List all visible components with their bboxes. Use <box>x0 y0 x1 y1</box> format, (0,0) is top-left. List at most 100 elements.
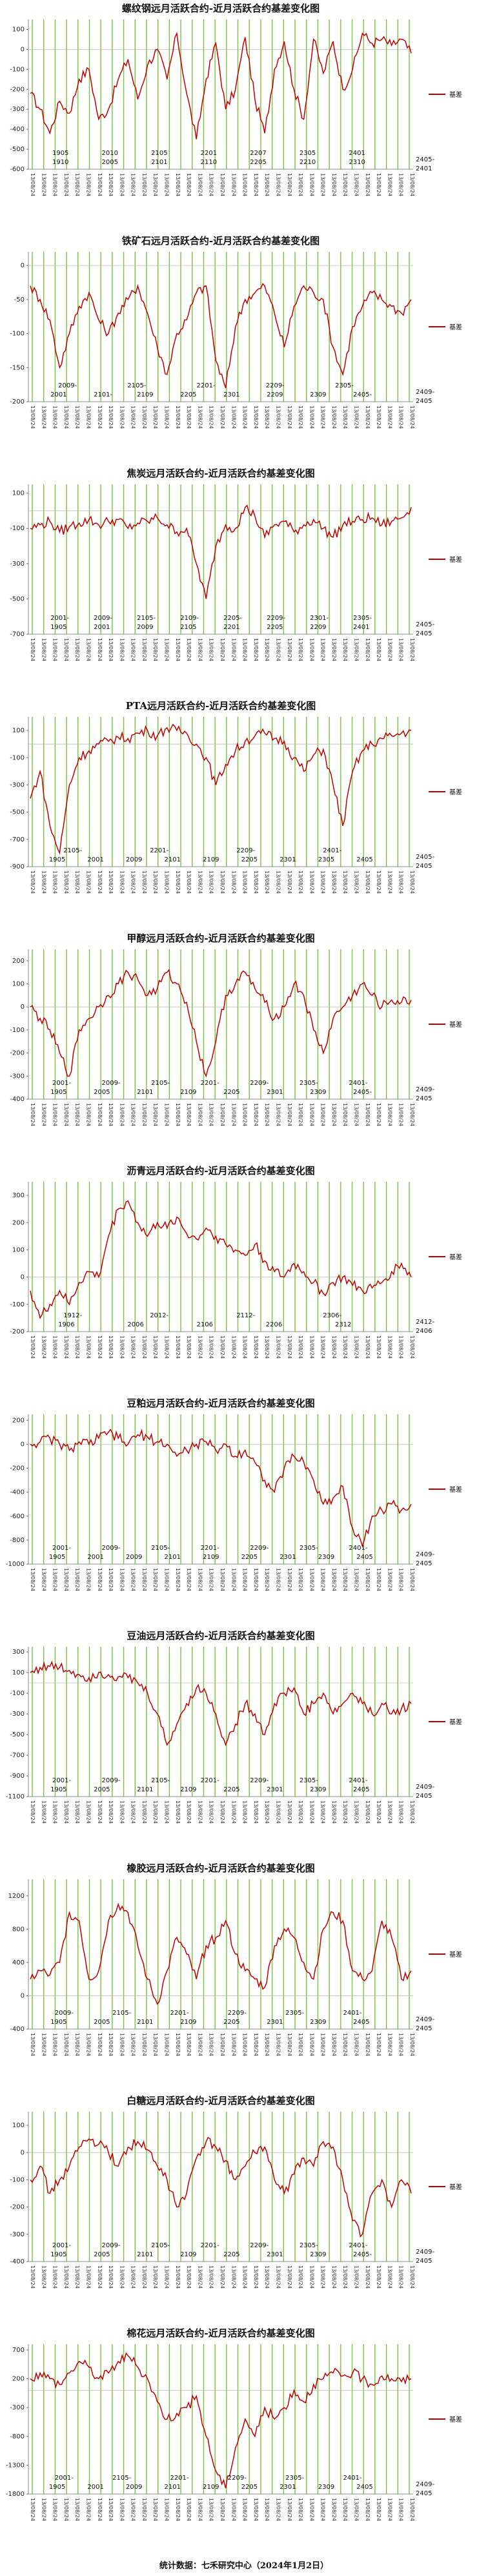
contract-label: 2009- <box>102 1080 121 1087</box>
x-tick-label: 13/08/24 <box>376 1568 381 1591</box>
chart-title: 焦炭远月活跃合约-近月活跃合约基差变化图 <box>126 468 314 479</box>
contract-label: 2401 <box>349 150 365 157</box>
x-tick-label: 13/08/24 <box>354 173 360 196</box>
x-tick-label: 13/08/24 <box>85 2265 91 2289</box>
x-tick-label: 13/08/24 <box>409 2498 415 2521</box>
x-tick-label: 13/08/24 <box>409 406 415 429</box>
x-tick-label: 13/08/24 <box>275 1335 281 1359</box>
legend-label: 基差 <box>449 90 462 99</box>
x-tick-label: 13/08/24 <box>331 871 337 894</box>
contract-label: 1905 <box>50 624 66 631</box>
x-tick-label: 13/08/24 <box>287 1800 292 1824</box>
basis-series-line <box>30 969 412 1078</box>
y-tick-label: -100 <box>10 1301 25 1308</box>
x-tick-label: 13/08/24 <box>52 173 58 196</box>
x-tick-label: 13/08/24 <box>141 173 147 196</box>
x-tick-label: 13/08/24 <box>85 1568 91 1591</box>
x-tick-label: 13/08/24 <box>141 2498 147 2521</box>
x-tick-label: 13/08/24 <box>264 406 270 429</box>
x-tick-label: 13/08/24 <box>309 1568 314 1591</box>
chart-svg: 焦炭远月活跃合约-近月活跃合约基差变化图 100 -100 -300 -500 -700 2… <box>10 468 462 661</box>
x-tick-label: 13/08/24 <box>309 1800 314 1824</box>
x-tick-label: 13/08/24 <box>30 871 36 894</box>
x-tick-label: 13/08/24 <box>320 2265 326 2289</box>
y-tick-label: 400 <box>12 1959 25 1966</box>
y-tick-label: 0 <box>21 2149 25 2156</box>
x-tick-label: 13/08/24 <box>208 2265 214 2289</box>
x-tick-label: 13/08/24 <box>208 1800 214 1824</box>
x-tick-label: 13/08/24 <box>376 2033 381 2056</box>
chart-title: 豆油远月活跃合约-近月活跃合约基差变化图 <box>127 1630 314 1642</box>
contract-label: 2105- <box>112 2475 131 2482</box>
x-tick-label: 13/08/24 <box>230 2033 236 2056</box>
x-tick-label: 13/08/24 <box>253 871 259 894</box>
y-tick-label: -600 <box>10 1513 25 1520</box>
contract-label: 2001- <box>52 1080 71 1087</box>
x-tick-label: 13/08/24 <box>97 406 103 429</box>
x-tick-label: 13/08/24 <box>309 2033 314 2056</box>
contract-label: 1905 <box>49 856 65 863</box>
x-tick-label: 13/08/24 <box>186 2265 192 2289</box>
chart-title: 甲醇远月活跃合约-近月活跃合约基差变化图 <box>127 933 314 944</box>
x-tick-label: 13/08/24 <box>230 2498 236 2521</box>
contract-label-last: 2405 <box>416 2490 432 2497</box>
x-tick-label: 13/08/24 <box>130 1335 136 1359</box>
x-tick-label: 13/08/24 <box>287 173 292 196</box>
x-tick-label: 13/08/24 <box>219 2033 225 2056</box>
x-tick-label: 13/08/24 <box>219 1568 225 1591</box>
x-tick-label: 13/08/24 <box>130 173 136 196</box>
contract-label-last: 2405 <box>416 1095 432 1102</box>
contract-label: 2001 <box>87 2484 103 2491</box>
x-tick-label: 13/08/24 <box>409 173 415 196</box>
contract-label: 2401- <box>343 2475 361 2482</box>
contract-label: 2109 <box>203 1554 219 1561</box>
x-tick-label: 13/08/24 <box>253 1335 259 1359</box>
y-tick-label: -1800 <box>6 2491 25 2498</box>
legend-label: 基差 <box>449 1485 462 1494</box>
x-tick-label: 13/08/24 <box>152 1800 158 1824</box>
contract-label: 2312 <box>335 1321 351 1328</box>
x-tick-label: 13/08/24 <box>320 1568 326 1591</box>
y-tick-label: 0 <box>21 1992 25 1999</box>
x-tick-label: 13/08/24 <box>320 1103 326 1126</box>
x-tick-label: 13/08/24 <box>175 1335 181 1359</box>
x-tick-label: 13/08/24 <box>354 2033 360 2056</box>
x-tick-label: 13/08/24 <box>354 2265 360 2289</box>
x-tick-label: 13/08/24 <box>354 2498 360 2521</box>
x-tick-label: 13/08/24 <box>74 173 80 196</box>
contract-label: 2309 <box>310 2251 326 2258</box>
x-tick-label: 13/08/24 <box>97 1800 103 1824</box>
contract-label: 2405 <box>356 1554 372 1561</box>
contract-label: 2001 <box>87 1554 103 1561</box>
chart-svg: 白糖远月活跃合约-近月活跃合约基差变化图 100 0 -100 -200 -300 -400… <box>10 2095 462 2289</box>
contract-label: 2106 <box>197 1321 213 1328</box>
contract-label: 2005 <box>94 1786 110 1793</box>
x-tick-label: 13/08/24 <box>197 406 203 429</box>
x-tick-label: 13/08/24 <box>152 1335 158 1359</box>
contract-label-last: 2409- <box>416 1086 434 1093</box>
contract-label: 2110 <box>201 159 217 166</box>
contract-label: 2105 <box>180 624 196 631</box>
contract-label-last: 2409- <box>416 1551 434 1558</box>
x-tick-label: 13/08/24 <box>52 1103 58 1126</box>
chart-panel: 沥青远月活跃合约-近月活跃合约基差变化图 300 200 100 0 -100 -200 19… <box>0 1162 488 1395</box>
x-tick-label: 13/08/24 <box>141 2033 147 2056</box>
contract-label: 2305- <box>300 1777 318 1784</box>
x-tick-label: 13/08/24 <box>30 2033 36 2056</box>
x-tick-label: 13/08/24 <box>130 2033 136 2056</box>
contract-label-last: 2405 <box>416 398 432 405</box>
chart-panel: 螺纹钢远月活跃合约-近月活跃合约基差变化图 100 0 -100 -200 -300 -40… <box>0 0 488 232</box>
x-tick-label: 13/08/24 <box>242 1568 248 1591</box>
x-tick-label: 13/08/24 <box>30 1568 36 1591</box>
x-tick-label: 13/08/24 <box>186 1103 192 1126</box>
y-tick-label: 100 <box>12 1246 25 1253</box>
y-tick-label: -200 <box>10 1050 25 1057</box>
contract-label: 2101 <box>137 2019 153 2026</box>
x-tick-label: 13/08/24 <box>108 2498 114 2521</box>
contract-label: 2309 <box>318 1554 334 1561</box>
x-tick-label: 13/08/24 <box>242 871 248 894</box>
contract-label: 1912- <box>63 1312 82 1319</box>
y-tick-label: -800 <box>10 1537 25 1544</box>
x-tick-label: 13/08/24 <box>309 1103 314 1126</box>
x-tick-label: 13/08/24 <box>63 638 69 661</box>
